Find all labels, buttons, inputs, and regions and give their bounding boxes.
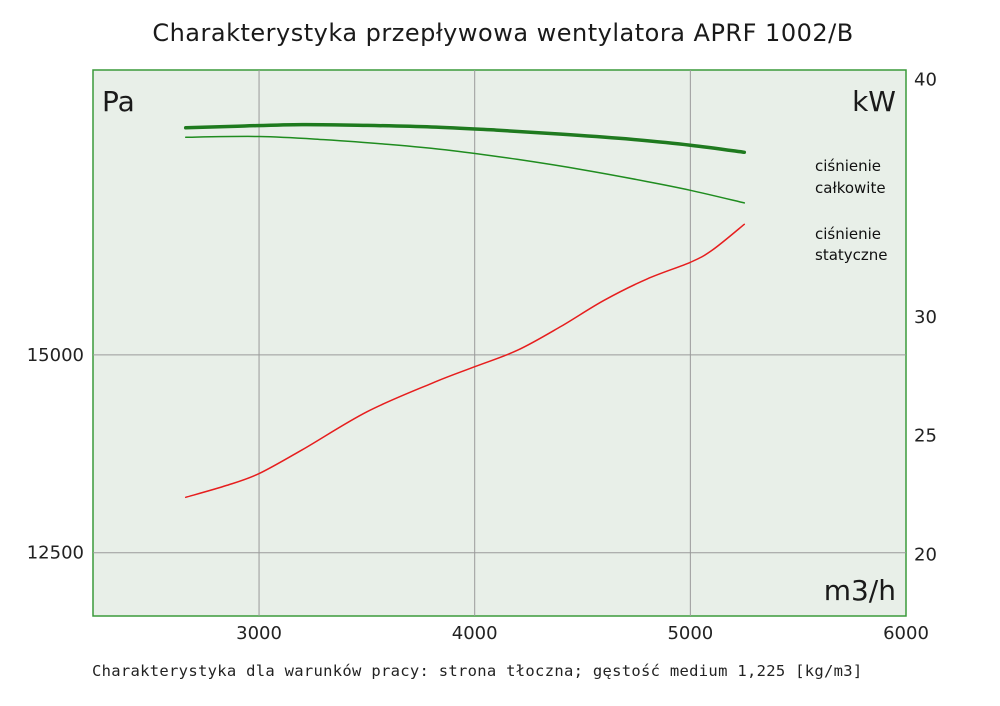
tick-labels: 3000 4000 5000 6000 15000 12500 40 30 25 20 <box>27 69 937 644</box>
x-tick-label: 6000 <box>883 623 929 644</box>
y-right-tick-label: 30 <box>914 307 937 328</box>
y-right-tick-label: 20 <box>914 544 937 565</box>
curve-labels: ciśnienie całkowite ciśnienie statyczne <box>815 157 888 264</box>
y-left-tick-label: 12500 <box>27 543 84 564</box>
series-lines <box>183 122 747 499</box>
curve-label: statyczne <box>815 246 888 264</box>
plot-area <box>92 69 907 617</box>
x-tick-label: 3000 <box>236 623 282 644</box>
curve-label: ciśnienie <box>815 157 881 175</box>
x-unit: m3/h <box>824 574 896 607</box>
series-line-ciśnienie-całkowite <box>183 122 747 155</box>
y-left-unit: Pa <box>102 85 135 118</box>
x-tick-label: 5000 <box>667 623 713 644</box>
y-right-tick-label: 40 <box>914 69 937 90</box>
chart-title: Charakterystyka przepływowa wentylatora … <box>152 19 853 47</box>
grid-lines <box>93 70 906 616</box>
chart-caption: Charakterystyka dla warunków pracy: stro… <box>92 662 863 680</box>
y-right-unit: kW <box>852 85 896 118</box>
y-right-tick-label: 25 <box>914 426 937 447</box>
x-tick-label: 4000 <box>452 623 498 644</box>
y-left-tick-label: 15000 <box>27 345 84 366</box>
series-line-moc <box>184 223 746 499</box>
curve-label: ciśnienie <box>815 225 881 243</box>
series-line-ciśnienie-statyczne <box>184 135 746 204</box>
curve-label: całkowite <box>815 179 886 197</box>
